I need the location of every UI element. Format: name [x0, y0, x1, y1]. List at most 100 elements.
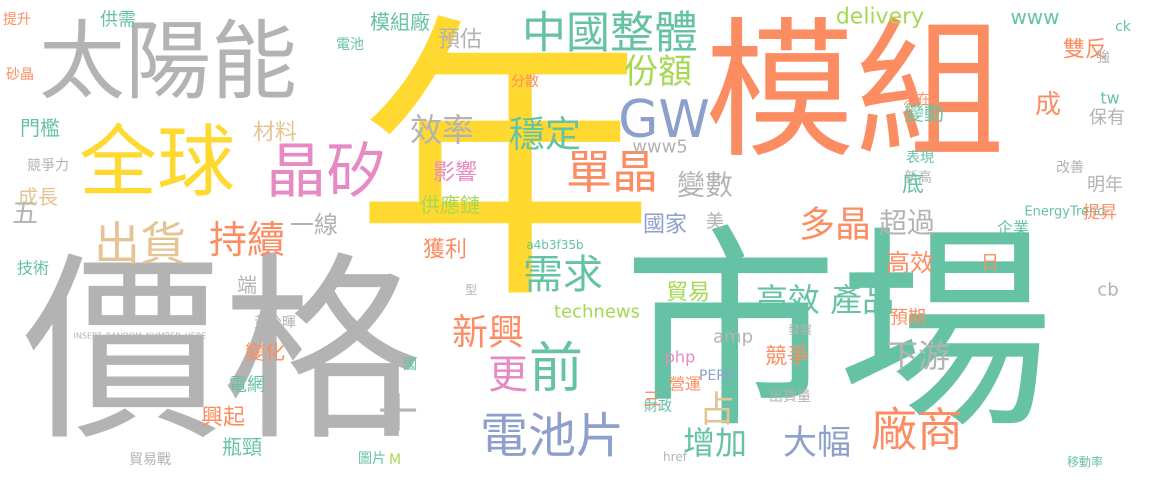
word: www	[1010, 5, 1059, 29]
word: GW	[618, 90, 710, 150]
word: amp	[713, 327, 753, 348]
word: 雙反	[1063, 38, 1107, 63]
word: 前	[529, 337, 583, 400]
word: 中國整體	[522, 8, 698, 59]
word: 晶矽	[266, 137, 386, 207]
word: 三	[643, 390, 661, 411]
word: 砂晶	[6, 67, 34, 83]
word: 變數	[677, 169, 733, 202]
word: 超過	[879, 207, 935, 240]
word: PERC	[699, 368, 735, 384]
word: 影響	[433, 161, 477, 186]
word: 競爭力	[27, 158, 69, 174]
word: 供需	[100, 10, 136, 31]
word: 貿易戰	[129, 452, 171, 468]
word: 發展	[788, 322, 812, 337]
word: 改善	[1056, 160, 1084, 176]
word: technews	[554, 302, 640, 323]
word: 提昇	[1083, 203, 1117, 223]
word: 電網	[229, 375, 265, 396]
word: 財政	[644, 399, 672, 415]
word: 新興	[452, 313, 524, 354]
word: 單晶	[566, 145, 658, 199]
word: 價格	[22, 236, 422, 469]
word: 獲利	[423, 238, 467, 263]
word: 國	[403, 357, 417, 373]
word: 出貨	[94, 217, 186, 271]
word: 移動率	[1067, 454, 1103, 469]
word: 明年	[1087, 175, 1123, 196]
word: 材料	[253, 121, 297, 146]
word: M	[389, 452, 401, 468]
word: 美	[706, 212, 724, 233]
word: 瓶頸	[222, 435, 262, 459]
word: 多晶	[799, 205, 871, 246]
word: 強	[1096, 50, 1110, 66]
word: 底	[902, 173, 924, 198]
word: 貿易	[666, 281, 710, 306]
word: 五	[12, 199, 38, 229]
word: 端	[237, 273, 257, 297]
word: 日	[981, 253, 999, 274]
word: 保有	[1089, 108, 1125, 129]
word: 增加	[683, 424, 747, 462]
word: 持續	[209, 218, 285, 262]
word: 表現	[906, 150, 934, 166]
word: INSERT_RANDOM_NUMBER_HERE	[74, 332, 207, 341]
word: 提升	[3, 12, 31, 28]
word: 門檻	[20, 116, 60, 140]
word: 穩定	[509, 115, 581, 156]
word: 市場	[623, 207, 1053, 458]
word: EnergyTrend	[1024, 205, 1105, 220]
word: cb	[1097, 280, 1118, 301]
word: 圖片	[358, 451, 386, 467]
word: 企業	[997, 219, 1029, 238]
word: 模組	[705, 5, 1005, 179]
word: 廠商	[871, 403, 963, 457]
word: 效率	[410, 111, 474, 149]
word: www5	[632, 137, 688, 158]
word: delivery	[836, 5, 924, 30]
word: 大幅	[783, 423, 851, 463]
word: 更	[488, 352, 528, 398]
word: 變化	[245, 340, 285, 364]
word: 十	[378, 391, 418, 437]
word: 分散	[511, 74, 539, 90]
word: 全球	[79, 118, 235, 208]
word: 份額	[624, 52, 692, 92]
word: 興起	[201, 406, 245, 431]
word: 國家	[643, 213, 687, 238]
word: 競爭	[765, 345, 809, 370]
word: 占	[699, 390, 735, 431]
word: 高效	[886, 249, 934, 277]
word: 供應鏈	[420, 193, 480, 217]
word: 技術	[17, 259, 49, 278]
word: 型	[465, 283, 477, 297]
word: ck	[1115, 19, 1132, 35]
word: 模組廠	[370, 10, 430, 34]
word: 變動	[904, 101, 944, 125]
word: 年	[355, 0, 655, 340]
word: 需求	[523, 252, 603, 298]
word: 營運	[669, 375, 701, 394]
word: a4b3f35b	[526, 238, 583, 252]
word: href	[663, 450, 688, 464]
word: 落在	[903, 92, 931, 108]
word: 太陽能	[39, 12, 297, 112]
word: 下游	[886, 337, 950, 375]
word: 一線	[290, 211, 338, 239]
word: 預估	[438, 28, 482, 53]
word: 成長	[18, 185, 58, 209]
word: tw	[1100, 89, 1119, 108]
word: 預期	[890, 308, 926, 329]
word: php	[665, 348, 695, 367]
word: 電池片	[480, 408, 624, 464]
word: 新高	[904, 169, 932, 186]
word: 黃公暉	[254, 315, 296, 331]
word: 高效 產品	[756, 281, 894, 319]
word: 出貨量	[769, 388, 811, 405]
word: 成	[1035, 90, 1061, 120]
word: 電池	[336, 37, 364, 53]
